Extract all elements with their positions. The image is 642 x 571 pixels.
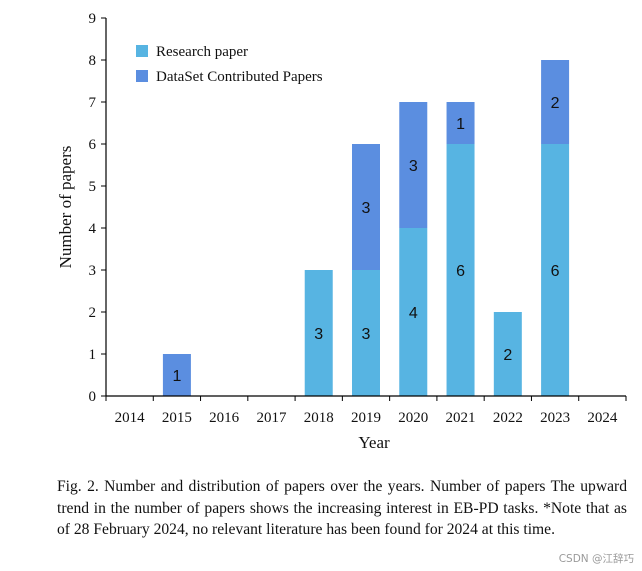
watermark: CSDN @江辞巧 [558, 553, 634, 565]
bar-2021-series-1 [446, 102, 475, 144]
legend-swatch-0 [136, 45, 148, 57]
x-tick-label-2023: 2023 [540, 410, 570, 426]
x-tick-label-2016: 2016 [209, 410, 240, 426]
y-tick-label-9: 9 [89, 11, 97, 27]
x-tick-label-2017: 2017 [256, 410, 287, 426]
bar-2023-series-1 [541, 60, 570, 144]
data-label-2021-series-0: 6 [456, 263, 465, 280]
bar-2019-series-0 [352, 270, 380, 396]
x-tick-label-2018: 2018 [304, 410, 334, 426]
y-tick-label-3: 3 [89, 263, 97, 279]
bar-2022-series-0 [493, 312, 522, 396]
x-tick-label-2014: 2014 [115, 410, 146, 426]
x-tick-label-2020: 2020 [398, 410, 428, 426]
bar-2018-series-0 [304, 270, 333, 396]
figure-caption: Fig. 2. Number and distribution of paper… [57, 478, 627, 538]
x-tick-label-2019: 2019 [351, 410, 381, 426]
data-label-2019-series-0: 3 [362, 326, 371, 343]
data-label-2022-series-0: 2 [503, 347, 512, 364]
bars-group [162, 60, 570, 396]
bar-2015-series-1 [162, 354, 191, 396]
data-label-2020-series-0: 4 [409, 305, 418, 322]
y-axis-title: Number of papers [56, 146, 75, 269]
data-label-2023-series-1: 2 [551, 95, 560, 112]
stacked-bar-chart: 1 3 3 3 4 3 6 1 2 6 2 0 1 2 3 4 5 6 7 8 9 2014 2015 2016 2017 20… [56, 11, 627, 452]
y-tick-label-1: 1 [89, 347, 97, 363]
data-label-2018-series-0: 3 [314, 326, 323, 343]
legend-label-1: DataSet Contributed Papers [156, 69, 323, 85]
y-tick-label-8: 8 [89, 53, 97, 69]
legend-label-0: Research paper [156, 44, 248, 60]
x-axis-title: Year [358, 433, 390, 452]
bar-2019-series-1 [352, 144, 380, 270]
x-tick-label-2024: 2024 [587, 410, 618, 426]
y-tick-label-5: 5 [89, 179, 97, 195]
y-tick-label-0: 0 [89, 389, 97, 405]
bar-2020-series-0 [399, 228, 428, 396]
y-tick-label-6: 6 [89, 137, 97, 153]
axes-group: 0 1 2 3 4 5 6 7 8 9 2014 2015 2016 2017 2018 2019 2020 20… [56, 11, 627, 452]
x-tick-label-2022: 2022 [493, 410, 523, 426]
x-tick-label-2021: 2021 [446, 410, 476, 426]
data-label-2015-series-1: 1 [172, 368, 181, 385]
y-tick-label-4: 4 [89, 221, 97, 237]
data-label-2020-series-1: 3 [409, 158, 418, 175]
legend: Research paper DataSet Contributed Papers [136, 44, 323, 85]
bar-2020-series-1 [399, 102, 428, 228]
y-tick-label-7: 7 [89, 95, 97, 111]
data-label-2021-series-1: 1 [456, 116, 465, 133]
y-tick-label-2: 2 [89, 305, 97, 321]
bar-2023-series-0 [541, 144, 570, 396]
data-label-2023-series-0: 6 [551, 263, 560, 280]
bar-2021-series-0 [446, 144, 475, 396]
legend-swatch-1 [136, 70, 148, 82]
data-label-2019-series-1: 3 [362, 200, 371, 217]
data-labels-group: 1 3 3 3 4 3 6 1 2 6 2 [172, 95, 559, 385]
x-tick-label-2015: 2015 [162, 410, 192, 426]
